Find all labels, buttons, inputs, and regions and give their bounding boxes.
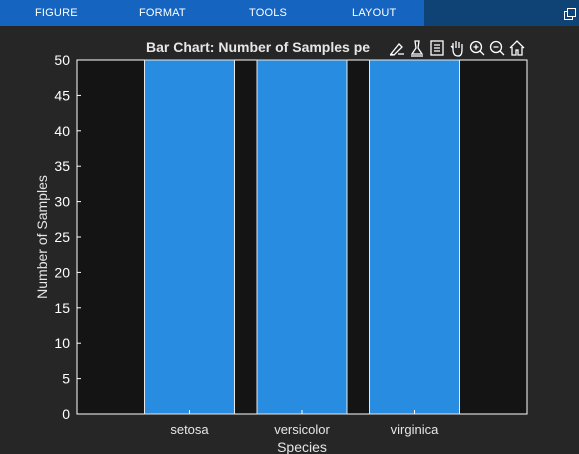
x-axis-label: Species [277,439,327,454]
y-tick-label: 15 [54,300,70,316]
tab-figure[interactable]: FIGURE [35,7,78,19]
y-tick-label: 30 [54,194,70,210]
undock-icon[interactable] [564,8,576,20]
tab-strip: FIGURE FORMAT TOOLS LAYOUT [0,0,424,26]
bar-virginica[interactable] [369,59,460,415]
bar-versicolor[interactable] [256,59,348,415]
data-cursor-icon[interactable] [408,38,426,58]
chart-title: Bar Chart: Number of Samples pe [146,39,370,55]
y-tick-label: 5 [62,371,70,387]
figure-toolstrip: FIGURE FORMAT TOOLS LAYOUT [0,0,579,26]
zoom-in-icon[interactable] [468,38,486,58]
y-tick-label: 20 [54,264,70,280]
y-tick-label: 0 [62,406,70,422]
y-tick-label: 40 [54,123,70,139]
pan-icon[interactable] [448,38,466,58]
y-tick-label: 25 [54,229,70,245]
y-tick-label: 50 [54,52,70,68]
y-tick-label: 35 [54,158,70,174]
tab-tools[interactable]: TOOLS [249,7,288,19]
y-tick-label: 10 [54,335,70,351]
y-tick-label: 45 [54,87,70,103]
tab-layout[interactable]: LAYOUT [352,7,397,19]
bar-setosa[interactable] [144,59,235,415]
home-icon[interactable] [508,38,526,58]
y-axis-label: Number of Samples [34,175,50,299]
legend-icon[interactable] [428,38,446,58]
axes-toolbar [388,38,528,58]
x-tick-label-versicolor: versicolor [274,422,330,437]
x-tick-label-setosa: setosa [170,422,209,437]
x-tick-label-virginica: virginica [391,422,439,437]
zoom-out-icon[interactable] [488,38,506,58]
tab-format[interactable]: FORMAT [139,7,186,19]
brush-icon[interactable] [388,38,406,58]
